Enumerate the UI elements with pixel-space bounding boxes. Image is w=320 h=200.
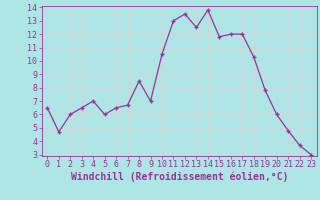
X-axis label: Windchill (Refroidissement éolien,°C): Windchill (Refroidissement éolien,°C) (70, 172, 288, 182)
